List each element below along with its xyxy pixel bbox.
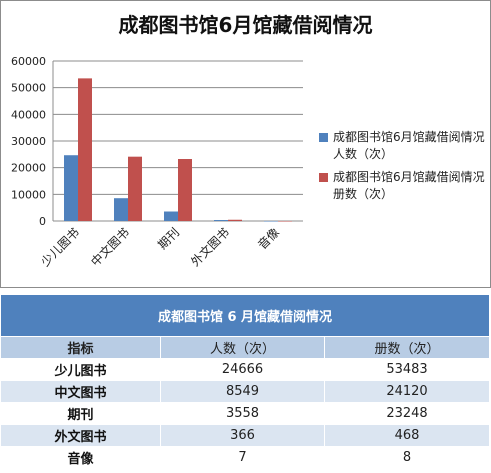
bar-people — [264, 220, 278, 222]
cell-volumes: 24120 — [323, 380, 491, 403]
table-row: 中文图书 8549 24120 — [0, 380, 491, 403]
cell-volumes: 53483 — [323, 358, 491, 381]
table-row: 外文图书 366 468 — [0, 424, 491, 447]
y-tick-label: 60000 — [11, 55, 46, 68]
legend-swatch-people — [319, 133, 328, 142]
bar-volumes — [228, 219, 242, 221]
bar-volumes — [278, 220, 292, 222]
cell-people: 3558 — [160, 402, 325, 425]
header-indicator: 指标 — [0, 336, 161, 359]
y-tick-label: 30000 — [11, 135, 46, 148]
bar-people — [214, 220, 228, 221]
chart-title: 成都图书馆6月馆藏借阅情况 — [118, 13, 373, 37]
x-tick-label: 少儿图书 — [38, 225, 82, 269]
bar-people — [64, 155, 78, 221]
legend-swatch-volumes — [319, 173, 328, 182]
x-tick-label: 音像 — [255, 225, 283, 253]
x-tick-label: 期刊 — [155, 225, 182, 252]
row-label: 外文图书 — [0, 424, 161, 447]
legend: 成都图书馆6月馆藏借阅情况 人数（次） 成都图书馆6月馆藏借阅情况 册数（次） — [319, 129, 491, 209]
bar-chart: 0 10000 20000 30000 40000 50000 60000 少儿图书 中文图书期… — [11, 55, 303, 270]
table-row: 期刊 3558 23248 — [0, 402, 491, 425]
cell-volumes: 8 — [323, 446, 491, 469]
bar-people — [114, 198, 128, 221]
cell-people: 8549 — [160, 380, 325, 403]
cell-people: 366 — [160, 424, 325, 447]
bar-people — [164, 211, 178, 221]
cell-people: 7 — [160, 446, 325, 469]
cell-volumes: 468 — [323, 424, 491, 447]
table-header-row: 指标 人数（次） 册数（次） — [0, 336, 491, 359]
row-label: 音像 — [0, 446, 161, 469]
bar-volumes — [78, 78, 92, 222]
y-tick-label: 40000 — [11, 108, 46, 121]
data-table: 成都图书馆 6 月馆藏借阅情况 指标 人数（次） 册数（次） 少儿图书 2466… — [0, 294, 491, 469]
y-tick-label: 50000 — [11, 82, 46, 95]
chart-panel: 成都图书馆6月馆藏借阅情况 0 10000 20000 30000 40000 50000… — [0, 0, 491, 288]
row-label: 中文图书 — [0, 380, 161, 403]
y-tick-label: 0 — [39, 215, 46, 228]
table-row: 音像 7 8 — [0, 446, 491, 469]
cell-people: 24666 — [160, 358, 325, 381]
row-label: 期刊 — [0, 402, 161, 425]
row-label: 少儿图书 — [0, 358, 161, 381]
legend-item-people: 成都图书馆6月馆藏借阅情况 人数（次） — [319, 129, 491, 163]
table-title: 成都图书馆 6 月馆藏借阅情况 — [0, 294, 491, 337]
legend-label-volumes: 成都图书馆6月馆藏借阅情况 册数（次） — [333, 170, 485, 201]
x-tick-label: 中文图书 — [88, 225, 133, 270]
bar-volumes — [128, 156, 142, 221]
header-volumes: 册数（次） — [323, 336, 491, 359]
bar-volumes — [178, 159, 192, 221]
cell-volumes: 23248 — [323, 402, 491, 425]
x-tick-label: 外文图书 — [188, 225, 233, 270]
header-people: 人数（次） — [160, 336, 325, 359]
legend-label-people: 成都图书馆6月馆藏借阅情况 人数（次） — [333, 130, 485, 161]
y-tick-label: 10000 — [11, 188, 46, 201]
table-row: 少儿图书 24666 53483 — [0, 358, 491, 381]
y-tick-label: 20000 — [11, 162, 46, 175]
data-table-wrap: 成都图书馆 6 月馆藏借阅情况 指标 人数（次） 册数（次） 少儿图书 2466… — [0, 294, 491, 469]
legend-item-volumes: 成都图书馆6月馆藏借阅情况 册数（次） — [319, 169, 491, 203]
